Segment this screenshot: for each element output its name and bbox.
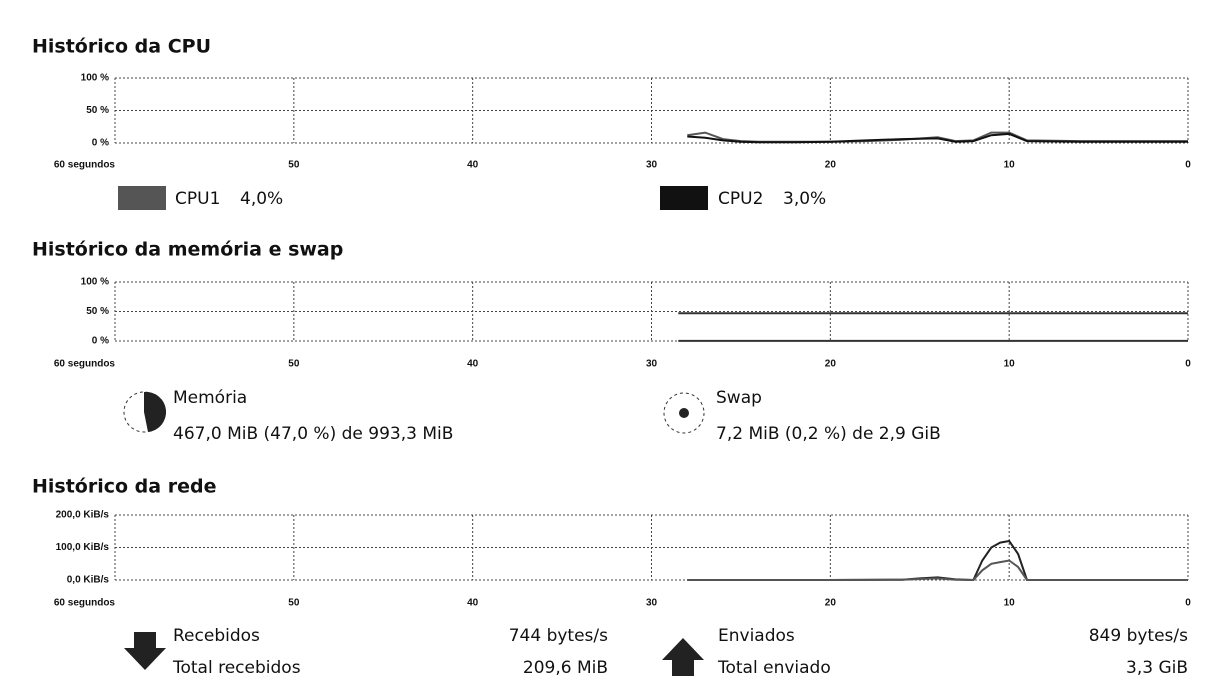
x-tick-label: 30	[646, 598, 658, 609]
x-tick-label: 0	[1185, 160, 1191, 171]
x-tick-label: 30	[646, 359, 658, 370]
x-tick-label: 20	[825, 359, 837, 370]
x-tick-label: 50	[288, 160, 300, 171]
x-tick-label: 60 segundos	[54, 160, 116, 171]
y-tick-label: 200,0 KiB/s	[56, 510, 110, 521]
legend-rate: 849 bytes/s	[1089, 626, 1188, 646]
legend-detail: 7,2 MiB (0,2 %) de 2,9 GiB	[716, 424, 941, 444]
background	[0, 0, 1205, 694]
x-tick-label: 40	[467, 359, 479, 370]
legend-total: 3,3 GiB	[1126, 658, 1188, 678]
legend-name: CPU2	[718, 189, 763, 209]
x-tick-label: 20	[825, 160, 837, 171]
legend-name: Total enviado	[717, 658, 831, 678]
legend-value: 4,0%	[240, 189, 283, 209]
legend-total: 209,6 MiB	[523, 658, 608, 678]
x-tick-label: 60 segundos	[54, 359, 116, 370]
y-tick-label: 100,0 KiB/s	[56, 542, 110, 553]
legend-swatch	[118, 186, 166, 210]
x-tick-label: 10	[1004, 160, 1016, 171]
x-tick-label: 10	[1004, 359, 1016, 370]
swap-icon-fill	[679, 408, 689, 418]
y-tick-label: 50 %	[86, 306, 109, 317]
legend-value: 3,0%	[783, 189, 826, 209]
legend-name: Memória	[173, 388, 247, 408]
legend-name: CPU1	[175, 189, 220, 209]
x-tick-label: 40	[467, 160, 479, 171]
x-tick-label: 50	[288, 598, 300, 609]
x-tick-label: 40	[467, 598, 479, 609]
y-tick-label: 0 %	[92, 336, 109, 347]
x-tick-label: 20	[825, 598, 837, 609]
y-tick-label: 100 %	[81, 73, 109, 84]
legend-rate: 744 bytes/s	[509, 626, 608, 646]
x-tick-label: 60 segundos	[54, 598, 116, 609]
section-title: Histórico da memória e swap	[32, 239, 343, 261]
x-tick-label: 30	[646, 160, 658, 171]
x-tick-label: 0	[1185, 359, 1191, 370]
system-monitor: Histórico da CPU Histórico da memória e …	[0, 0, 1205, 694]
x-tick-label: 0	[1185, 598, 1191, 609]
y-tick-label: 0 %	[92, 138, 109, 149]
y-tick-label: 0,0 KiB/s	[67, 575, 110, 586]
y-tick-label: 100 %	[81, 277, 109, 288]
x-tick-label: 10	[1004, 598, 1016, 609]
x-tick-label: 50	[288, 359, 300, 370]
legend-detail: 467,0 MiB (47,0 %) de 993,3 MiB	[173, 424, 453, 444]
legend-name: Recebidos	[173, 626, 260, 646]
section-title: Histórico da rede	[32, 476, 216, 498]
legend-name: Enviados	[718, 626, 795, 646]
legend-swatch	[660, 186, 708, 210]
y-tick-label: 50 %	[86, 105, 109, 116]
legend-name: Swap	[716, 388, 762, 408]
legend-name: Total recebidos	[172, 658, 301, 678]
section-title: Histórico da CPU	[32, 36, 211, 58]
